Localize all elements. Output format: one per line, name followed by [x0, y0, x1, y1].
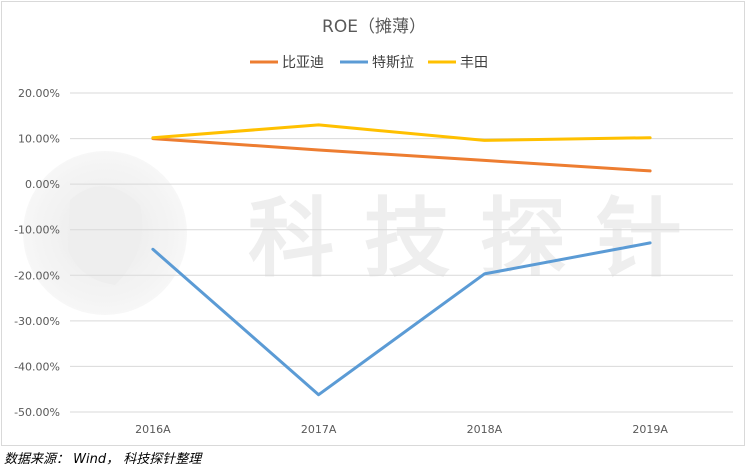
x-axis: 2016A 2017A 2018A 2019A [135, 423, 668, 436]
series-line [151, 137, 652, 173]
watermark-text: 科 技 探 针 [248, 189, 682, 289]
y-axis: 20.00% 10.00% 0.00% -10.00% -20.00% -30.00% -4… [14, 87, 60, 419]
y-tick-label: -10.00% [14, 224, 60, 237]
y-tick-label: 20.00% [18, 87, 60, 100]
legend-label: 比亚迪 [282, 55, 324, 71]
chart-frame [1, 1, 745, 446]
y-tick-label: 10.00% [18, 133, 60, 146]
chart-title: ROE（摊薄） [322, 17, 426, 37]
y-tick-label: -30.00% [14, 315, 60, 328]
legend-label: 特斯拉 [372, 55, 414, 71]
y-tick-label: -50.00% [14, 406, 60, 419]
robot-face-watermark-icon [23, 151, 187, 315]
line-chart: 科 技 探 针 ROE（摊薄） 比亚迪 特斯拉 丰田 20.00% 10.00% 0.0… [14, 17, 733, 436]
series-line [151, 123, 652, 142]
series-lines [151, 123, 652, 397]
x-tick-label: 2019A [632, 423, 668, 436]
source-note: 数据来源： Wind， 科技探针整理 [4, 452, 202, 467]
y-tick-label: 0.00% [25, 178, 60, 191]
grid [70, 92, 733, 413]
x-tick-label: 2018A [467, 423, 503, 436]
legend-label: 丰田 [460, 55, 488, 71]
x-tick-label: 2016A [135, 423, 171, 436]
y-tick-label: -20.00% [14, 269, 60, 282]
legend: 比亚迪 特斯拉 丰田 [250, 55, 488, 71]
x-tick-label: 2017A [301, 423, 337, 436]
y-tick-label: -40.00% [14, 360, 60, 373]
series-line [151, 241, 652, 397]
